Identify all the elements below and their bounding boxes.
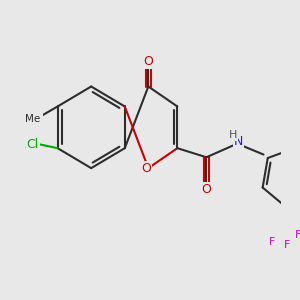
Text: Cl: Cl bbox=[27, 138, 39, 151]
Text: F: F bbox=[284, 240, 290, 250]
Text: N: N bbox=[233, 135, 243, 148]
Text: O: O bbox=[143, 55, 153, 68]
Text: Cl: Cl bbox=[24, 142, 36, 155]
Text: O: O bbox=[141, 162, 151, 175]
Text: F: F bbox=[295, 230, 300, 240]
Text: Me: Me bbox=[25, 114, 42, 124]
Text: H: H bbox=[229, 130, 237, 140]
Text: F: F bbox=[268, 237, 275, 247]
Text: O: O bbox=[201, 182, 211, 196]
Text: Me: Me bbox=[25, 114, 40, 124]
